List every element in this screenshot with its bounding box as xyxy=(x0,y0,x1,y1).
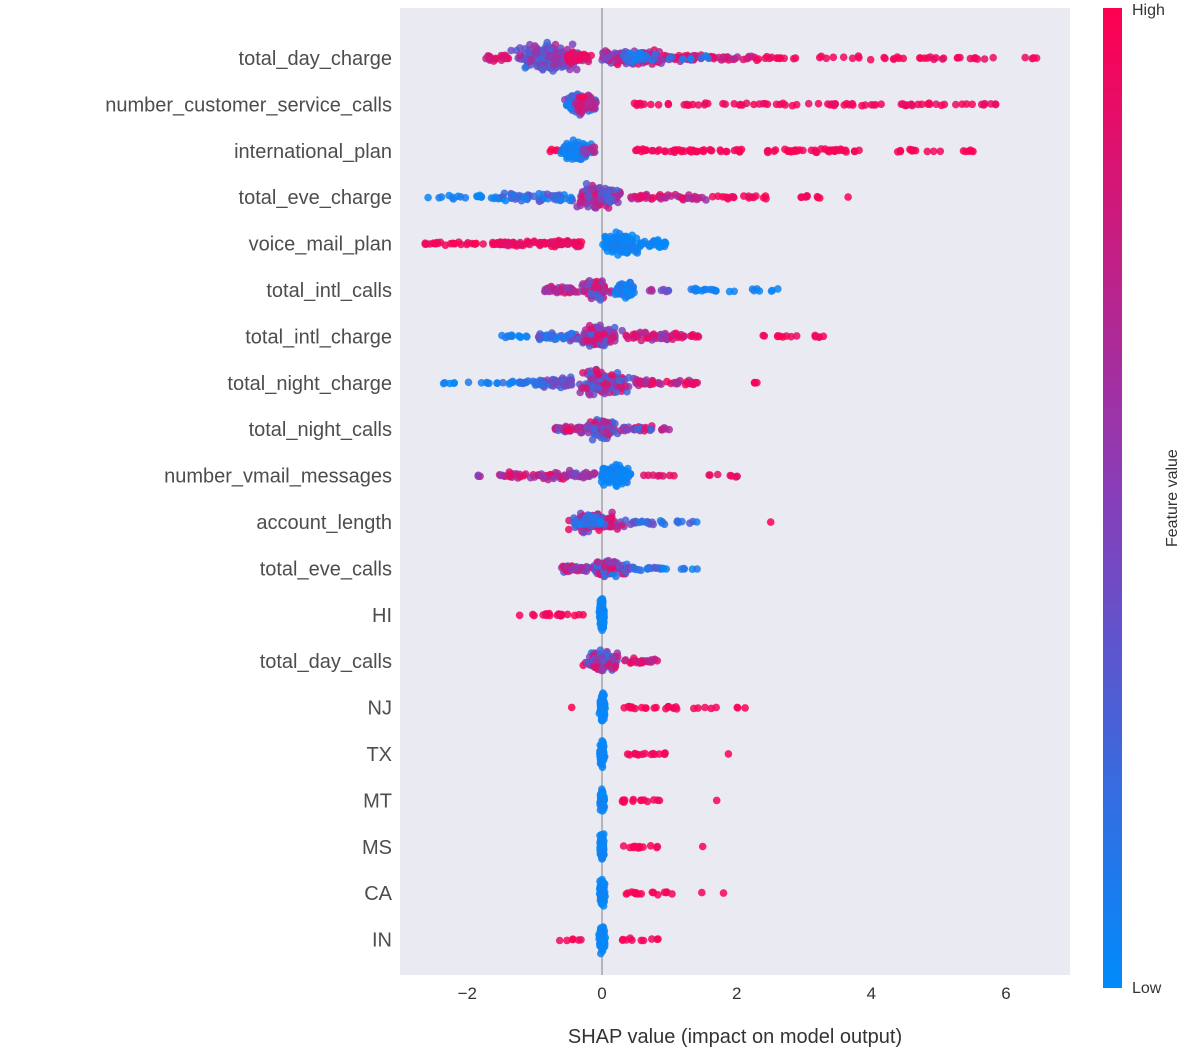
colorbar-low-label: Low xyxy=(1132,980,1162,997)
feature-label: IN xyxy=(372,930,392,952)
feature-label: total_day_charge xyxy=(239,48,392,70)
feature-label: total_night_calls xyxy=(249,419,392,441)
feature-label: total_eve_charge xyxy=(239,187,392,209)
x-axis-tick-labels: −2 0 2 4 6 xyxy=(458,984,1011,1003)
feature-label: account_length xyxy=(256,512,392,534)
x-tick-label: 4 xyxy=(867,984,876,1003)
feature-label: international_plan xyxy=(234,141,392,163)
feature-label: number_vmail_messages xyxy=(164,466,392,488)
colorbar-axis-title: Feature value xyxy=(1164,449,1181,547)
feature-label: voice_mail_plan xyxy=(249,234,392,256)
colorbar-gradient xyxy=(1103,8,1122,988)
shap-points-layer xyxy=(421,38,1041,958)
feature-axis-labels: total_day_charge number_customer_service_… xyxy=(105,48,392,952)
x-axis-title: SHAP value (impact on model output) xyxy=(568,1026,902,1048)
plot-background xyxy=(400,8,1070,975)
x-tick-label: 6 xyxy=(1001,984,1010,1003)
x-tick-label: 0 xyxy=(597,984,606,1003)
feature-label: total_intl_calls xyxy=(266,280,392,302)
x-tick-label: 2 xyxy=(732,984,741,1003)
feature-label: MS xyxy=(362,837,392,859)
feature-label: total_day_calls xyxy=(260,651,392,673)
feature-label: total_eve_calls xyxy=(260,558,392,580)
feature-label: MT xyxy=(363,790,392,812)
feature-label: total_night_charge xyxy=(227,373,392,395)
feature-label: NJ xyxy=(368,698,392,720)
x-tick-label: −2 xyxy=(458,984,477,1003)
feature-label: number_customer_service_calls xyxy=(105,94,392,116)
feature-label: HI xyxy=(372,605,392,627)
feature-label: total_intl_charge xyxy=(245,326,392,348)
colorbar-high-label: High xyxy=(1132,2,1165,19)
feature-label: TX xyxy=(366,744,392,766)
feature-label: CA xyxy=(364,883,392,905)
